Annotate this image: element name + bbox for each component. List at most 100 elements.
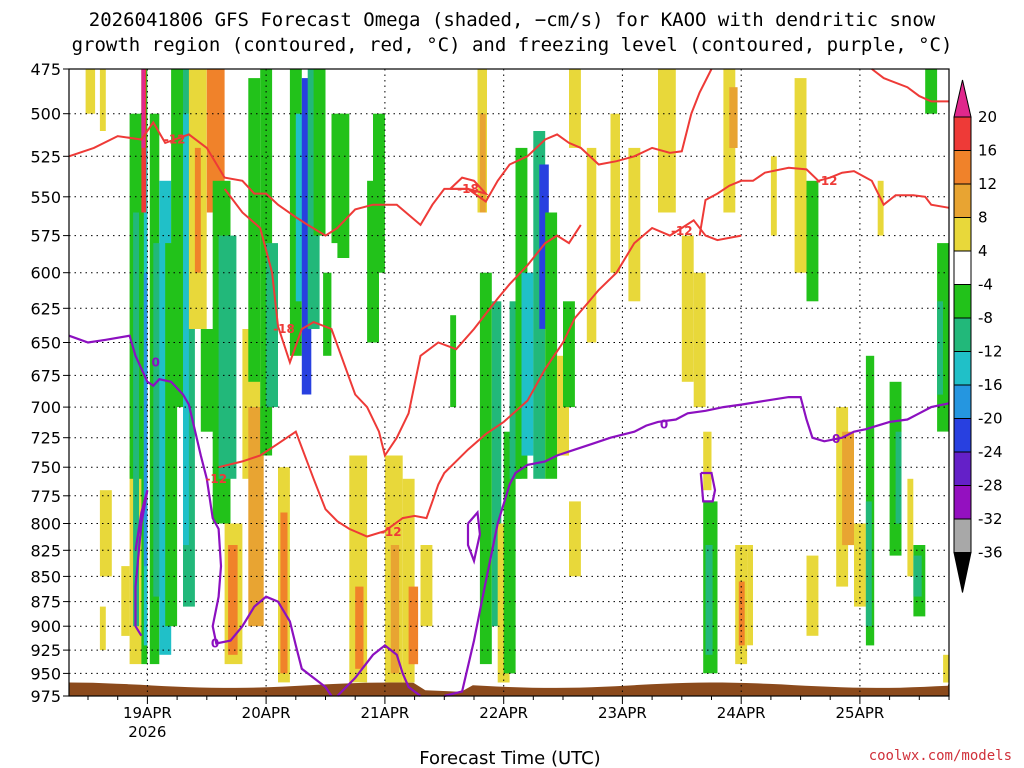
y-tick-label: 775 [30, 487, 61, 506]
colorbar-segment [953, 451, 972, 486]
colorbar-label: 4 [978, 242, 988, 260]
omega-shade-cell [420, 545, 433, 627]
omega-shade-cell [99, 606, 106, 651]
omega-shade-cell [295, 113, 308, 302]
ground-surface [69, 682, 949, 696]
x-axis-label: Forecast Time (UTC) [419, 748, 600, 768]
credit-label: coolwx.com/models [869, 748, 1012, 764]
y-tick-label: 750 [30, 458, 61, 477]
colorbar-label: 12 [978, 175, 997, 193]
colorbar-bottom-triangle [953, 552, 972, 593]
x-tick-label: 22APR [479, 704, 528, 722]
freezing-label-0: 0 [211, 637, 219, 651]
colorbar-label: -16 [978, 376, 1003, 394]
omega-shade-cell [681, 235, 694, 382]
omega-shade-cell [937, 301, 943, 395]
colorbar-label: -28 [978, 477, 1003, 495]
colorbar-segment [953, 351, 972, 386]
omega-shade-cell [569, 501, 581, 577]
fz-0-bubble-contour [336, 643, 422, 697]
y-tick-label: 600 [30, 264, 61, 283]
y-tick-label: 875 [30, 593, 61, 612]
omega-shade-cell [479, 113, 486, 213]
omega-shade-cell [355, 586, 364, 669]
omega-shade-cell [895, 431, 902, 524]
omega-shade-cell [515, 147, 528, 479]
y-axis: 475 500 525 550 575 600 625 650 675 700 725 750 775 8… [30, 60, 69, 706]
plot-area: -12 -12 -12 -12 -12 -18 -18 0 0 0 0 [68, 68, 950, 698]
y-tick-label: 925 [30, 641, 61, 660]
omega-shade-cell [539, 164, 549, 329]
omega-shade-cell [729, 87, 738, 148]
dgz-contours [68, 68, 950, 538]
omega-shade-cell [806, 180, 819, 302]
omega-shade-cell [141, 69, 145, 148]
x-tick-label: 20APR [242, 704, 291, 722]
x-tick-label: 23APR [598, 704, 647, 722]
colorbar-segment [953, 518, 972, 553]
y-tick-label: 500 [30, 105, 61, 124]
fz-0-loop1-contour [466, 509, 482, 565]
omega-shade-cell [143, 272, 148, 567]
omega-shade-cell [165, 243, 178, 627]
colorbar-segment [953, 250, 972, 285]
omega-shade-cell [171, 69, 183, 408]
omega-shade-cell [770, 156, 777, 236]
omega-shade-cell [533, 131, 546, 479]
omega-shade-cell [521, 272, 534, 456]
omega-shade-cell [658, 69, 676, 213]
dgz-label-minus18: -18 [457, 182, 479, 196]
y-tick-label: 825 [30, 541, 61, 560]
omega-shade-cell [99, 69, 106, 131]
omega-shade-cell [313, 69, 326, 236]
y-tick-label: 700 [30, 398, 61, 417]
fz-0-main-contour [68, 334, 333, 697]
omega-shade-cell [937, 243, 949, 432]
fz-0-east-contour [444, 396, 950, 698]
x-tick-label: 24APR [717, 704, 766, 722]
omega-shade-cell [889, 381, 902, 556]
colorbar: 20 16 12 8 4 -4 -8 -12 -16 -20 -24 -28 -32 -36 [953, 79, 1003, 593]
y-tick-label: 800 [30, 515, 61, 534]
freezing-label-0: 0 [832, 432, 840, 446]
y-tick-label: 675 [30, 366, 61, 385]
omega-shade-cell [806, 555, 819, 636]
omega-shade-cell [85, 69, 96, 114]
y-tick-label: 525 [30, 147, 61, 166]
omega-shade-cell [390, 545, 400, 674]
omega-shade-cell [563, 301, 575, 408]
dgz-label-minus12: -12 [205, 472, 227, 486]
omega-shade-cell [586, 147, 597, 343]
omega-shade-cell [248, 407, 264, 627]
omega-shade-cell [705, 545, 713, 655]
colorbar-label: 8 [978, 209, 988, 227]
y-tick-label: 725 [30, 429, 61, 448]
omega-shade-cell [183, 113, 189, 545]
omega-shade-cell [569, 69, 581, 148]
omega-shade-cell [703, 431, 712, 491]
omega-shade-cell [610, 113, 620, 273]
omega-shade-cell [479, 272, 492, 665]
dgz-label-minus12: -12 [164, 133, 186, 147]
omega-shade-cell [408, 586, 419, 665]
colorbar-label: -12 [978, 343, 1003, 361]
y-tick-label: 950 [30, 664, 61, 683]
dgz-label-minus12: -12 [816, 174, 838, 188]
omega-shade-cell [865, 501, 872, 627]
omega-shade-cell [545, 212, 558, 479]
omega-shade-cell [323, 272, 332, 356]
freezing-level-contours [68, 334, 950, 698]
y-tick-label: 975 [30, 687, 61, 706]
omega-shade-cell [794, 78, 807, 273]
omega-shade-cell [943, 654, 949, 683]
dgz-12-east-contour [698, 166, 950, 236]
freezing-label-0: 0 [152, 355, 160, 369]
y-tick-label: 900 [30, 617, 61, 636]
omega-shade-cell [280, 512, 288, 674]
dgz-12-lower-contour [218, 218, 742, 538]
omega-shade-cell [907, 478, 914, 577]
colorbar-label: -8 [978, 309, 993, 327]
colorbar-segment [953, 150, 972, 185]
omega-shade-cell [194, 147, 201, 273]
